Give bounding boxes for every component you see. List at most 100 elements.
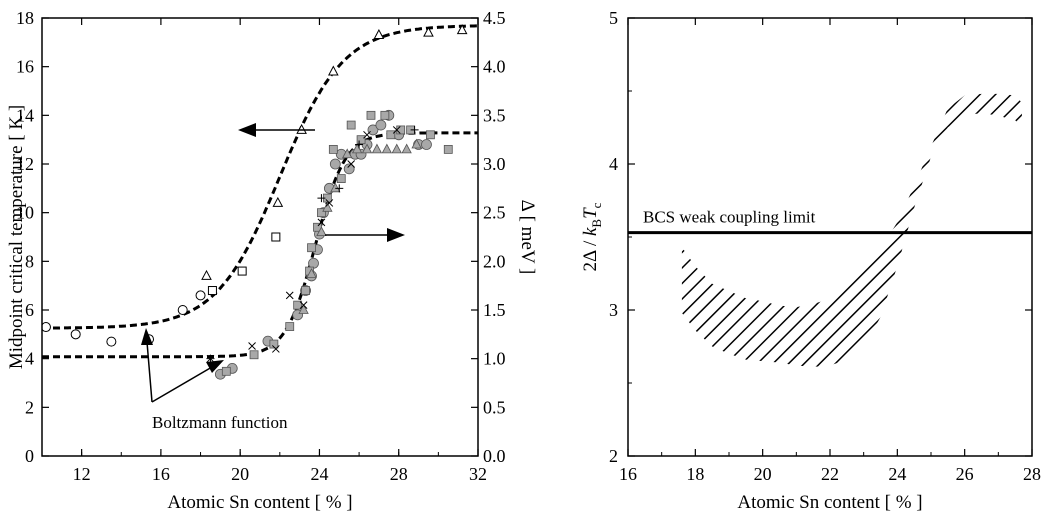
y2-tick-label: 0.5 (483, 397, 506, 417)
arrow-to-tc-axis (238, 123, 315, 137)
y-tick-label: 10 (16, 203, 34, 223)
y-tick-label: 2 (25, 397, 34, 417)
data-point-tc-triangle (456, 24, 468, 35)
data-point-gap-circle (367, 124, 379, 136)
data-point-gap-triangle (351, 143, 363, 154)
x-tick-label: 22 (821, 464, 839, 484)
data-point-gap-square (328, 144, 338, 154)
data-point-gap-cross (299, 301, 308, 309)
data-point-tc-square (207, 286, 217, 296)
data-point-tc-triangle (327, 65, 339, 76)
data-point-tc-circle (106, 336, 117, 347)
y-tick-label: 16 (16, 57, 34, 77)
right-plot-frame (627, 17, 1033, 457)
data-point-gap-cross (347, 160, 356, 168)
data-point-gap-triangle (298, 304, 309, 314)
data-point-gap-square (443, 144, 453, 154)
data-point-tc-square (237, 266, 247, 276)
right-y-axis-label: Δ [ meV ] (517, 200, 538, 275)
y-tick-label: 6 (25, 300, 34, 320)
y2-tick-label: 0.0 (483, 446, 506, 466)
data-point-tc-triangle (201, 269, 212, 280)
x-tick-label: 18 (686, 464, 704, 484)
data-point-tc-circle (42, 322, 51, 333)
data-point-tc-triangle (296, 123, 307, 134)
y2-tick-label: 4.0 (483, 57, 506, 77)
y-tick-label: 3 (609, 300, 618, 320)
boltzmann-fit-right (42, 131, 478, 359)
data-point-gap-square (346, 120, 356, 130)
y-tick-label: 8 (25, 251, 34, 271)
y2-tick-label: 1.0 (483, 349, 506, 369)
data-point-gap-square (380, 110, 390, 120)
data-point-gap-triangle (401, 143, 412, 154)
x-tick-label: 24 (310, 464, 328, 484)
y2-tick-label: 3.0 (483, 154, 506, 174)
boltzmann-fit-left (42, 24, 478, 330)
y2-tick-label: 4.5 (483, 8, 506, 28)
data-point-tc-triangle (423, 26, 434, 37)
data-point-tc-triangle (272, 196, 284, 207)
data-point-gap-square (317, 208, 326, 218)
data-point-gap-triangle (316, 226, 327, 237)
boltzmann-fit-curves (42, 24, 478, 359)
data-point-gap-square (366, 110, 376, 120)
data-point-gap-plus (206, 354, 215, 363)
right-y-axis: 2 3 4 5 (609, 8, 1032, 466)
left-x-axis: 12 16 20 24 28 32 (41, 18, 487, 484)
data-point-tc-circle (195, 290, 206, 301)
right-chart: BCS weak coupling limit 16 18 20 22 24 26 28 2… (580, 8, 1041, 513)
data-point-gap-square (293, 300, 303, 310)
data-point-gap-triangle (391, 143, 402, 154)
data-point-gap-triangle (411, 138, 422, 149)
data-point-tc-triangle (373, 28, 385, 40)
data-point-gap-cross (325, 199, 334, 207)
data-point-gap-plus (355, 140, 364, 149)
x-tick-label: 16 (152, 464, 170, 484)
y-tick-label: 5 (609, 8, 618, 28)
data-point-gap-triangle (322, 201, 333, 212)
data-point-gap-cross (285, 291, 294, 300)
data-point-gap-circle (329, 158, 341, 170)
data-point-tc-circle (177, 305, 188, 315)
data-point-gap-square (301, 286, 310, 295)
data-point-gap-circle (375, 119, 387, 131)
data-point-gap-square (396, 125, 406, 135)
arrow-to-gap-axis (325, 228, 405, 242)
y2-tick-label: 1.5 (483, 300, 506, 320)
data-point-tc-square (271, 232, 281, 242)
x-tick-label: 28 (1023, 464, 1041, 484)
bcs-limit-label: BCS weak coupling limit (643, 208, 816, 227)
data-point-gap-square (249, 350, 259, 360)
y-tick-label: 18 (16, 8, 34, 28)
x-tick-label: 32 (469, 464, 487, 484)
data-point-gap-cross (248, 342, 256, 350)
y2-tick-label: 2.5 (483, 203, 506, 223)
data-point-gap-triangle (361, 143, 373, 154)
y-tick-label: 2 (609, 446, 618, 466)
left-y-axis: 0 2 4 6 8 10 12 14 16 18 (16, 8, 49, 466)
data-point-gap-square (426, 130, 435, 140)
data-point-gap-cross (392, 126, 401, 134)
x-tick-label: 12 (73, 464, 91, 484)
right-x-axis: 16 18 20 22 24 26 28 (619, 18, 1041, 484)
x-tick-label: 28 (390, 464, 408, 484)
data-point-gap-square (356, 135, 366, 145)
x-tick-label: 24 (888, 464, 906, 484)
x-tick-label: 26 (956, 464, 974, 484)
x-tick-label: 20 (754, 464, 772, 484)
y2-tick-label: 3.5 (483, 105, 506, 125)
left-y-axis-label: Midpoint critical temperature [ K ] (6, 105, 27, 369)
y-tick-label: 4 (25, 349, 34, 369)
x-tick-label: 20 (231, 464, 249, 484)
left-x-axis-label: Atomic Sn content [ % ] (167, 492, 352, 513)
data-point-gap-plus (410, 125, 419, 134)
left-plot-frame (41, 17, 479, 457)
left-data-points (42, 24, 468, 380)
ratio-hatched-band (681, 93, 1022, 367)
right-x-axis-label: Atomic Sn content [ % ] (737, 492, 922, 513)
y2-tick-label: 2.0 (483, 251, 506, 271)
data-point-gap-triangle (330, 182, 341, 193)
